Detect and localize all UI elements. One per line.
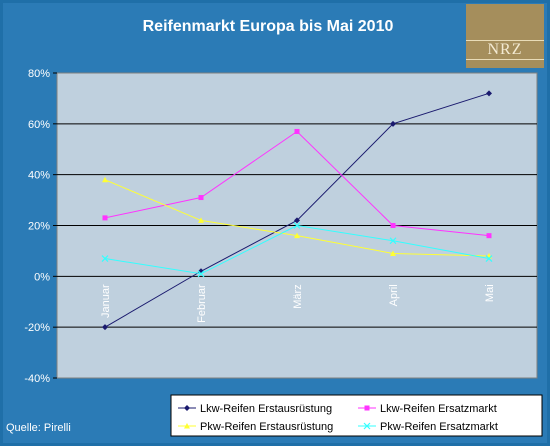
x-tick-label: Januar	[100, 284, 112, 318]
data-point	[486, 233, 492, 239]
y-tick-label: 40%	[28, 170, 50, 182]
data-point	[294, 232, 300, 239]
y-tick-label: 60%	[28, 119, 50, 131]
x-axis-ticks: Januar Februar März April Mai	[100, 284, 496, 323]
data-point	[294, 217, 300, 224]
data-point	[197, 270, 205, 278]
data-point	[390, 250, 396, 256]
data-point	[294, 128, 300, 134]
data-point	[102, 215, 108, 221]
y-tick-label: -20%	[24, 322, 50, 334]
x-tick-label: Mai	[484, 284, 496, 302]
chart-title: Reifenmarkt Europa bis Mai 2010	[142, 18, 394, 35]
data-point	[102, 324, 108, 331]
legend-item: Lkw-Reifen Ersatzmarkt	[358, 403, 497, 415]
data-point	[363, 422, 371, 430]
logo-text: NRZ	[466, 40, 544, 60]
data-point	[390, 120, 396, 127]
source-note: Quelle: Pirelli	[6, 422, 71, 434]
x-tick-label: März	[292, 284, 304, 308]
series	[102, 90, 492, 331]
data-point	[364, 405, 370, 411]
data-point	[184, 423, 190, 429]
legend-label: Lkw-Reifen Ersatzmarkt	[380, 403, 497, 415]
y-tick-label: -40%	[24, 373, 50, 385]
y-tick-label: 80%	[28, 68, 50, 80]
legend-label: Pkw-Reifen Ersatzmarkt	[380, 421, 498, 433]
legend-box	[170, 394, 543, 437]
data-point	[101, 255, 109, 262]
legend-item: Pkw-Reifen Erstausrüstung	[178, 421, 333, 433]
legend-item: Lkw-Reifen Erstausrüstung	[178, 403, 332, 415]
data-point	[485, 255, 493, 262]
data-point	[389, 237, 397, 245]
data-point	[184, 405, 190, 411]
data-point	[486, 90, 492, 97]
data-point	[102, 176, 108, 183]
y-axis-ticks: -40% -20% 0% 20% 40% 60% 80%	[24, 68, 57, 385]
x-tick-label: Februar	[196, 284, 208, 323]
y-tick-label: 0%	[34, 271, 50, 283]
data-point	[198, 217, 204, 223]
legend-label: Pkw-Reifen Erstausrüstung	[200, 421, 333, 433]
y-tick-label: 20%	[28, 221, 50, 233]
series	[102, 128, 492, 239]
series-group	[101, 90, 493, 331]
x-tick-label: April	[388, 284, 400, 306]
data-point	[293, 222, 301, 229]
data-point	[390, 223, 396, 228]
nrz-logo: NRZ	[466, 4, 544, 68]
data-point	[198, 195, 204, 201]
legend: Lkw-Reifen Erstausrüstung Lkw-Reifen Ersa…	[178, 403, 498, 433]
series	[101, 222, 493, 278]
legend-label: Lkw-Reifen Erstausrüstung	[200, 403, 332, 415]
legend-item: Pkw-Reifen Ersatzmarkt	[358, 421, 498, 433]
